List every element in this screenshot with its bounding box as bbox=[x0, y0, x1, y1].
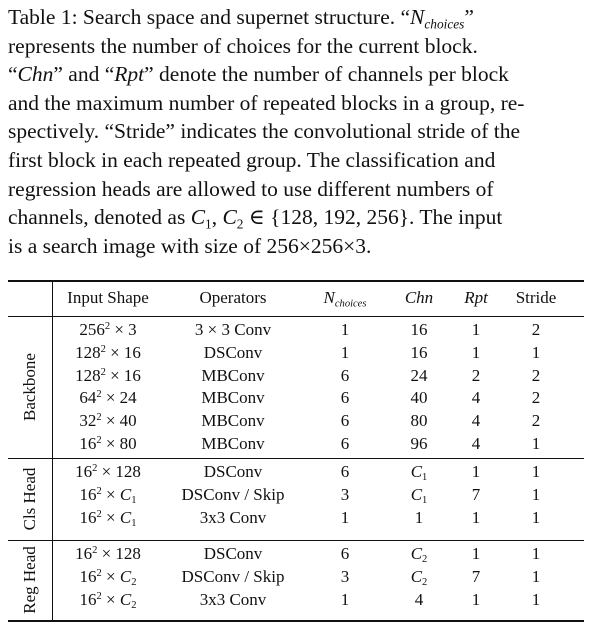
cell-chn: 80 bbox=[410, 411, 428, 431]
header-n-choices: Nchoices bbox=[323, 288, 367, 310]
cell-rpt: 1 bbox=[471, 544, 481, 563]
cell-operator: DSConv bbox=[203, 462, 263, 481]
cell-input-shape: 162 × C1 bbox=[79, 484, 137, 506]
cell-input-shape: 2562 × 3 bbox=[79, 320, 137, 339]
top-rule bbox=[8, 280, 584, 282]
cell-rpt: 1 bbox=[471, 320, 481, 339]
cell-operator: DSConv / Skip bbox=[181, 566, 285, 586]
cell-rpt: 4 bbox=[471, 411, 481, 431]
cell-input-shape: 162 × C2 bbox=[79, 566, 137, 588]
cell-n-choices: 6 bbox=[340, 411, 350, 431]
caption-line-8: channels, denoted as C1, C2 ∈ {128, 192,… bbox=[8, 205, 503, 232]
cell-operator: 3 × 3 Conv bbox=[194, 320, 272, 339]
backbone-rule bbox=[8, 458, 584, 459]
caption-line-4: and the maximum number of repeated block… bbox=[8, 90, 525, 115]
bottom-rule bbox=[8, 620, 584, 622]
cell-rpt: 2 bbox=[471, 365, 481, 385]
cell-n-choices: 1 bbox=[340, 342, 350, 362]
header-rpt: Rpt bbox=[464, 288, 488, 307]
cell-chn: 16 bbox=[410, 320, 428, 339]
cell-input-shape: 162 × C1 bbox=[79, 507, 137, 529]
cell-n-choices: 6 bbox=[340, 462, 350, 481]
group-label: Cls Head bbox=[20, 467, 39, 531]
cell-input-shape: 1282 × 16 bbox=[75, 365, 141, 385]
cell-chn: 40 bbox=[410, 388, 428, 408]
cell-input-shape: 642 × 24 bbox=[79, 388, 137, 408]
cell-operator: MBConv bbox=[201, 388, 265, 408]
cell-stride: 1 bbox=[531, 544, 541, 563]
cell-operator: MBConv bbox=[201, 434, 265, 453]
cell-operator: DSConv bbox=[203, 342, 263, 362]
cell-stride: 1 bbox=[531, 507, 541, 527]
cell-chn: C1 bbox=[410, 462, 428, 484]
cell-operator: MBConv bbox=[201, 411, 265, 431]
cell-chn: 4 bbox=[414, 589, 424, 609]
cell-stride: 1 bbox=[531, 484, 541, 504]
header-stride: Stride bbox=[515, 288, 557, 307]
cell-rpt: 1 bbox=[471, 462, 481, 481]
search-space-table: Input Shape Operators Nchoices Chn Rpt S… bbox=[8, 280, 584, 622]
cell-rpt: 1 bbox=[471, 342, 481, 362]
cell-stride: 2 bbox=[531, 388, 541, 408]
header-chn: Chn bbox=[404, 288, 434, 307]
header-rule bbox=[8, 316, 584, 317]
cell-n-choices: 6 bbox=[340, 434, 350, 453]
cell-stride: 2 bbox=[531, 320, 541, 339]
cell-operator: MBConv bbox=[201, 365, 265, 385]
cell-rpt: 4 bbox=[471, 388, 481, 408]
caption-line-9: is a search image with size of 256×256×3… bbox=[8, 233, 372, 258]
cell-input-shape: 322 × 40 bbox=[79, 411, 137, 431]
cell-stride: 1 bbox=[531, 342, 541, 362]
cell-n-choices: 1 bbox=[340, 320, 350, 339]
cell-rpt: 7 bbox=[471, 566, 481, 586]
cell-stride: 1 bbox=[531, 462, 541, 481]
header-operators: Operators bbox=[199, 288, 267, 307]
cell-input-shape: 162 × 80 bbox=[79, 434, 137, 453]
cell-rpt: 1 bbox=[471, 589, 481, 609]
cls-head-rule bbox=[8, 540, 584, 541]
cell-operator: DSConv bbox=[203, 544, 263, 563]
cell-n-choices: 6 bbox=[340, 544, 350, 563]
cell-stride: 2 bbox=[531, 411, 541, 431]
cell-operator: 3x3 Conv bbox=[199, 589, 267, 609]
cell-rpt: 7 bbox=[471, 484, 481, 504]
cell-n-choices: 6 bbox=[340, 365, 350, 385]
cell-stride: 1 bbox=[531, 434, 541, 453]
cell-chn: C2 bbox=[410, 566, 428, 588]
cell-input-shape: 1282 × 16 bbox=[75, 342, 141, 362]
group-label: Backbone bbox=[20, 353, 39, 421]
cell-stride: 1 bbox=[531, 589, 541, 609]
cell-stride: 1 bbox=[531, 566, 541, 586]
group-divider bbox=[52, 280, 53, 622]
caption-line-3: “Chn” and “Rpt” denote the number of cha… bbox=[8, 62, 509, 87]
cell-chn: C1 bbox=[410, 484, 428, 506]
cell-n-choices: 1 bbox=[340, 589, 350, 609]
cell-n-choices: 6 bbox=[340, 388, 350, 408]
caption-line-5: spectively. “Stride” indicates the convo… bbox=[8, 119, 521, 144]
caption-line-6: first block in each repeated group. The … bbox=[8, 147, 496, 172]
cell-chn: C2 bbox=[410, 544, 428, 566]
caption-line-1: Table 1: Search space and supernet struc… bbox=[8, 5, 474, 32]
cell-rpt: 1 bbox=[471, 507, 481, 527]
cell-chn: 16 bbox=[410, 342, 428, 362]
cell-n-choices: 3 bbox=[340, 484, 350, 504]
cell-chn: 96 bbox=[410, 434, 428, 453]
table-caption: Table 1: Search space and supernet struc… bbox=[8, 3, 584, 260]
cell-input-shape: 162 × C2 bbox=[79, 589, 137, 611]
cell-operator: DSConv / Skip bbox=[181, 484, 285, 504]
caption-line-7: regression heads are allowed to use diff… bbox=[8, 176, 494, 201]
cell-n-choices: 3 bbox=[340, 566, 350, 586]
group-label: Reg Head bbox=[20, 546, 39, 614]
cell-operator: 3x3 Conv bbox=[199, 507, 267, 527]
cell-n-choices: 1 bbox=[340, 507, 350, 527]
cell-chn: 1 bbox=[414, 507, 424, 527]
header-input-shape: Input Shape bbox=[67, 288, 149, 307]
cell-chn: 24 bbox=[410, 365, 428, 385]
cell-stride: 2 bbox=[531, 365, 541, 385]
cell-input-shape: 162 × 128 bbox=[75, 462, 141, 481]
cell-input-shape: 162 × 128 bbox=[75, 544, 141, 563]
caption-line-2: represents the number of choices for the… bbox=[8, 33, 478, 58]
cell-rpt: 4 bbox=[471, 434, 481, 453]
